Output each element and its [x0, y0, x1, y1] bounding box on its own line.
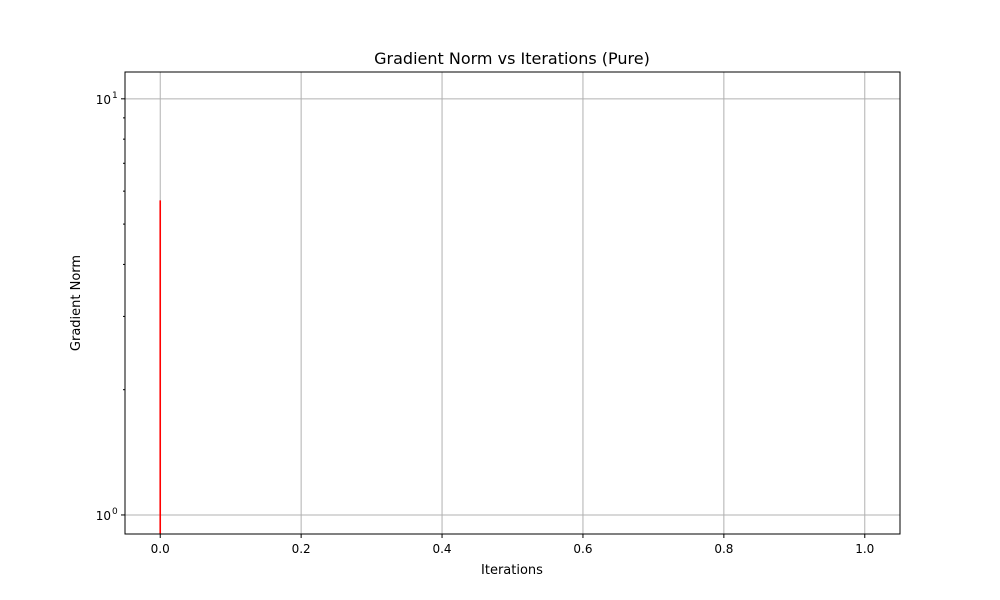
plot-frame	[124, 71, 901, 535]
y-axis-label: Gradient Norm	[69, 255, 84, 351]
x-tick-label: 0.0	[151, 542, 170, 556]
x-tick-label: 1.0	[855, 542, 874, 556]
x-axis: 0.0 0.2 0.4 0.6 0.8 1.0	[151, 534, 874, 556]
x-tick-label: 0.2	[292, 542, 311, 556]
x-tick-label: 0.6	[573, 542, 592, 556]
y-tick-label: 10	[96, 509, 111, 523]
chart-title: Gradient Norm vs Iterations (Pure)	[374, 49, 650, 68]
y-tick-exponent: 0	[112, 507, 118, 517]
x-tick-label: 0.8	[714, 542, 733, 556]
x-axis-label: Iterations	[481, 563, 543, 578]
y-tick-exponent: 1	[112, 91, 118, 101]
x-tick-label: 0.4	[432, 542, 451, 556]
y-tick-label: 10	[96, 93, 111, 107]
grid	[125, 72, 900, 534]
